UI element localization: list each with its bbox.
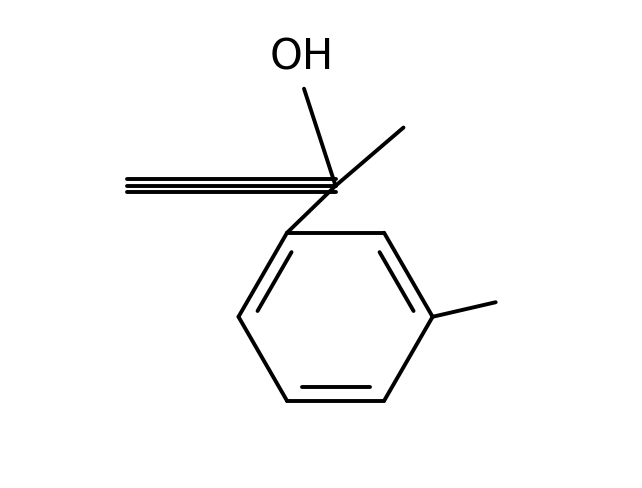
Text: OH: OH <box>270 36 334 78</box>
